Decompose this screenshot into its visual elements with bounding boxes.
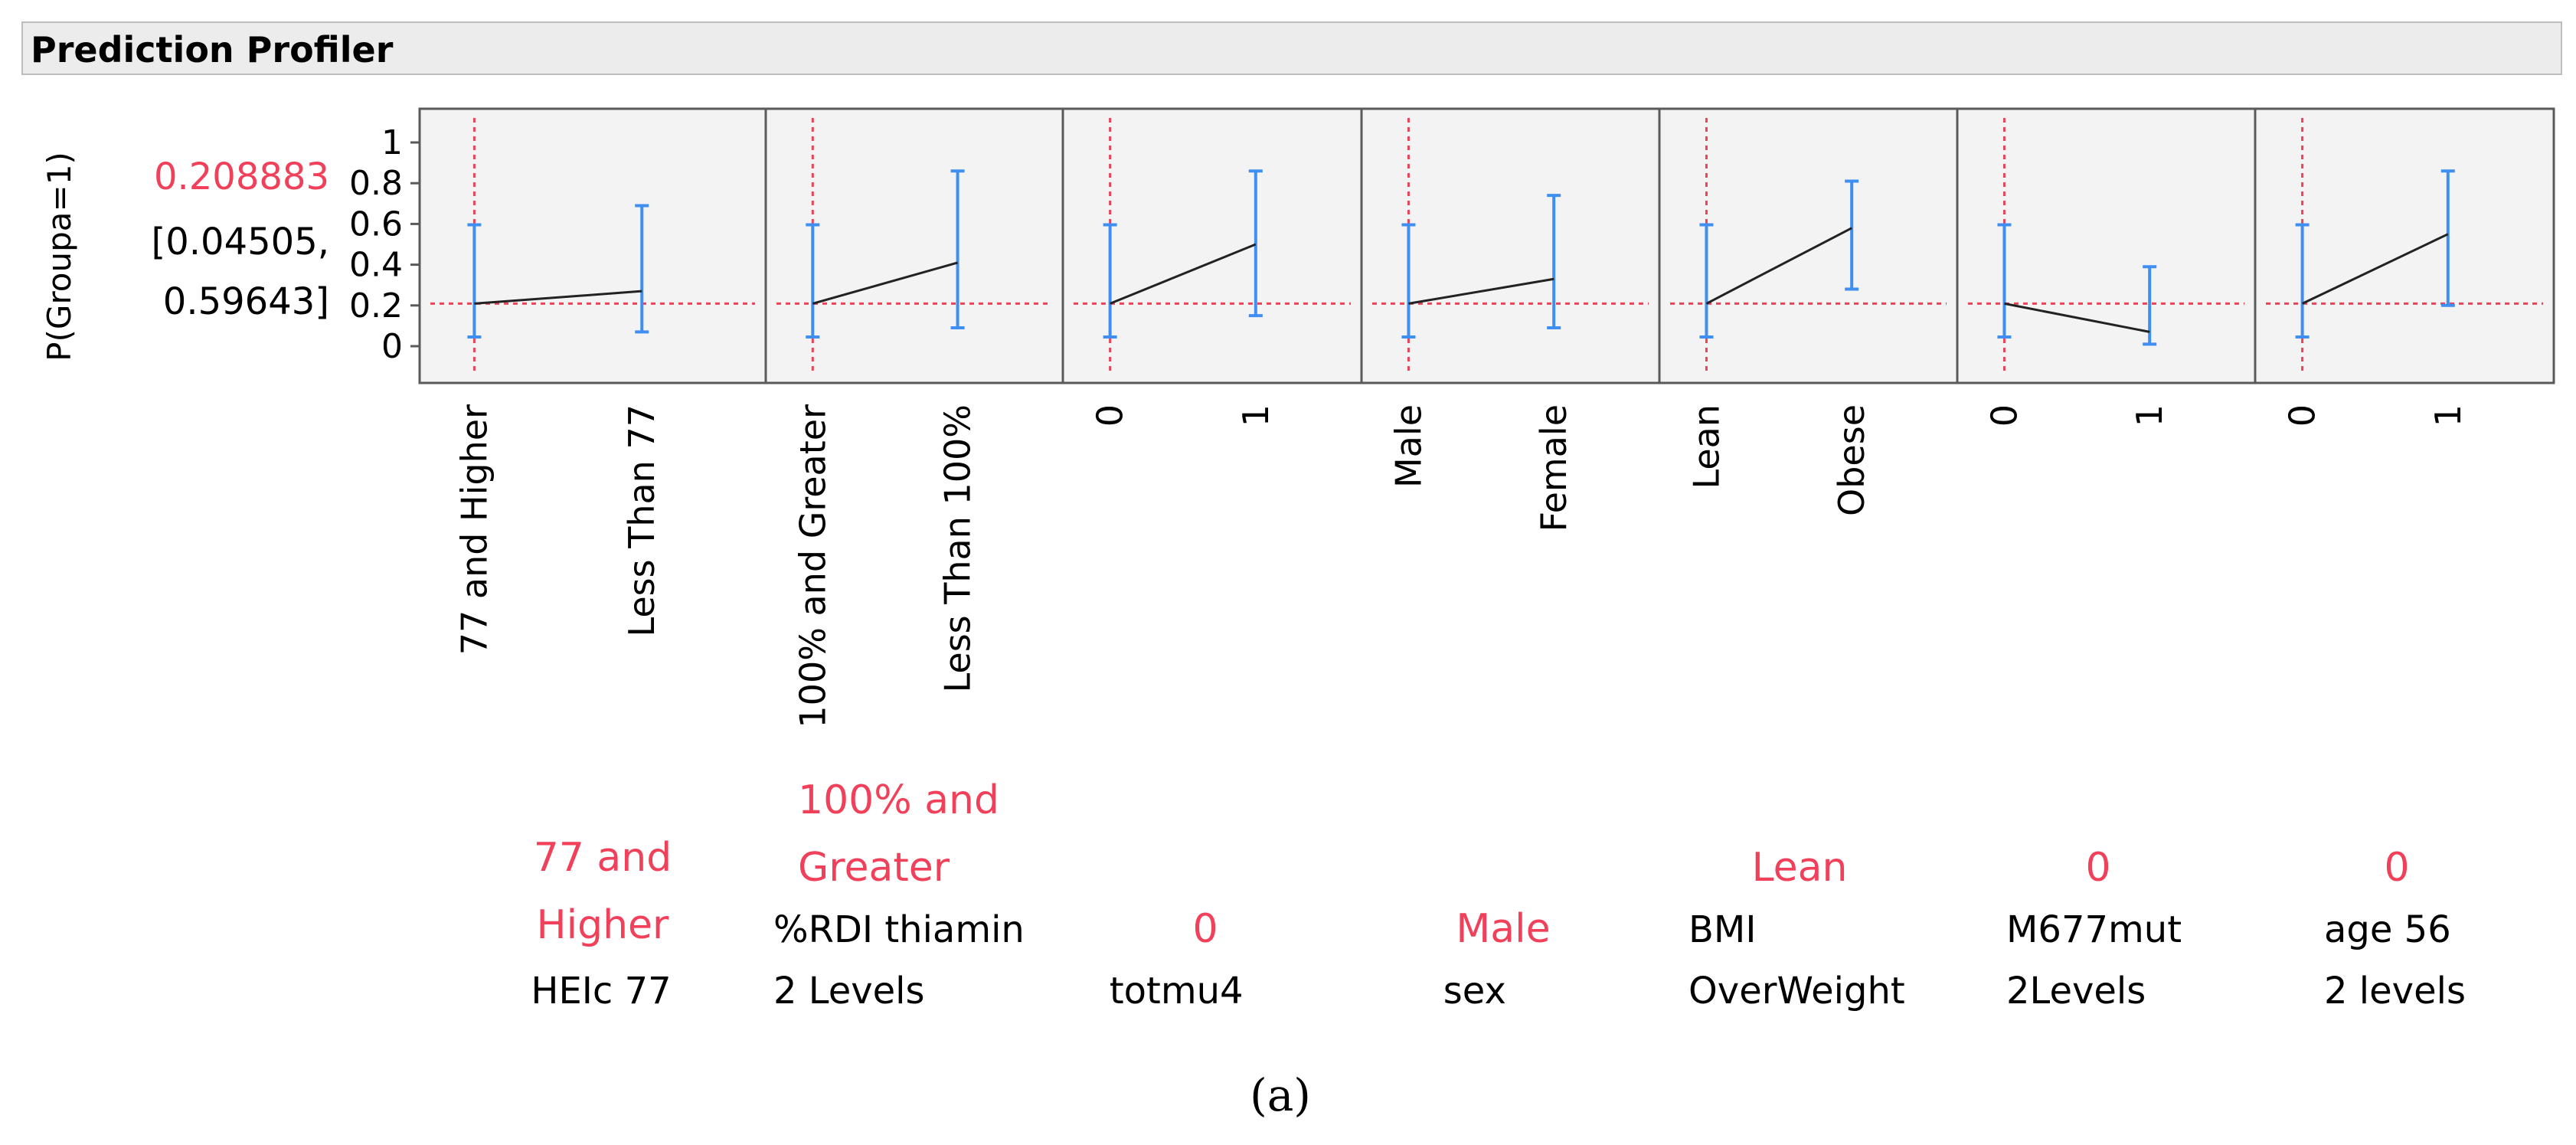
factor-current-value: Greater [798,845,950,891]
profiler-header[interactable]: Prediction Profiler [21,21,2562,75]
y-tick-label: 1 [381,123,403,162]
profiler-panel-2 [1061,107,1363,384]
factor-name: BMI [1688,908,1757,951]
profiler-panel-6 [2254,107,2555,384]
factor-name: sex [1443,970,1506,1013]
level-label: 0 [1090,404,1131,427]
profile-line [812,261,958,305]
prediction-ci-upper: 0.59643] [163,280,329,323]
factor-name: HEIc 77 [531,970,671,1013]
prediction-ci-lower: [0.04505, [152,221,329,263]
factor-name: M677mut [2006,908,2182,951]
factor-current-value: Lean [1752,845,1848,891]
factor-current-value: Male [1456,906,1550,952]
factor-current-value: 0 [2384,845,2409,891]
level-label: 0 [2282,404,2323,427]
level-label: 1 [2427,404,2469,427]
figure-label: (a) [1250,1069,1311,1121]
y-tick-label: 0.6 [349,204,403,244]
level-label: Female [1533,404,1574,532]
y-tick-label: 0 [381,327,403,366]
level-label: Less Than 77 [621,404,662,636]
level-label: 1 [2129,404,2170,427]
profile-line [1110,243,1257,305]
profile-line [1705,227,1852,305]
y-tick-label: 0.4 [349,246,403,285]
prediction-value: 0.208883 [154,155,329,198]
level-label: Obese [1831,404,1872,516]
y-axis-label: P(Groupa=1) [41,152,78,361]
profiler-title: Prediction Profiler [31,29,394,70]
level-label: Less Than 100% [937,404,979,692]
y-tick-label: 0.2 [349,286,403,326]
factor-current-value: 77 and [534,835,672,881]
profiler-panel-0 [418,107,767,384]
factor-name: 2 Levels [773,970,925,1013]
factor-current-value: 0 [2085,845,2110,891]
profile-line [2301,233,2449,305]
factor-name: totmu4 [1110,970,1244,1013]
factor-name: %RDI thiamin [773,908,1025,951]
profile-line [474,290,642,305]
factor-name: age 56 [2324,908,2451,951]
factor-current-value: 100% and [798,777,999,823]
factor-name: OverWeight [1688,970,1905,1013]
profiler-panel-5 [1956,107,2257,384]
factor-current-value: 0 [1192,906,1218,952]
level-label: 1 [1235,404,1277,427]
profiler-panel-4 [1658,107,1959,384]
level-label: 100% and Greater [792,404,833,728]
profiler-panel-3 [1360,107,1661,384]
level-label: Lean [1685,404,1727,489]
level-label: Male [1388,404,1429,488]
level-label: 77 and Higher [453,404,495,655]
profiler-panel-1 [764,107,1064,384]
factor-current-value: Higher [537,902,670,948]
factor-name: 2Levels [2006,970,2146,1013]
level-label: 0 [1983,404,2025,427]
profile-line [1408,277,1554,305]
y-tick-label: 0.8 [349,164,403,203]
factor-name: 2 levels [2324,970,2466,1013]
profile-line [2004,302,2150,333]
